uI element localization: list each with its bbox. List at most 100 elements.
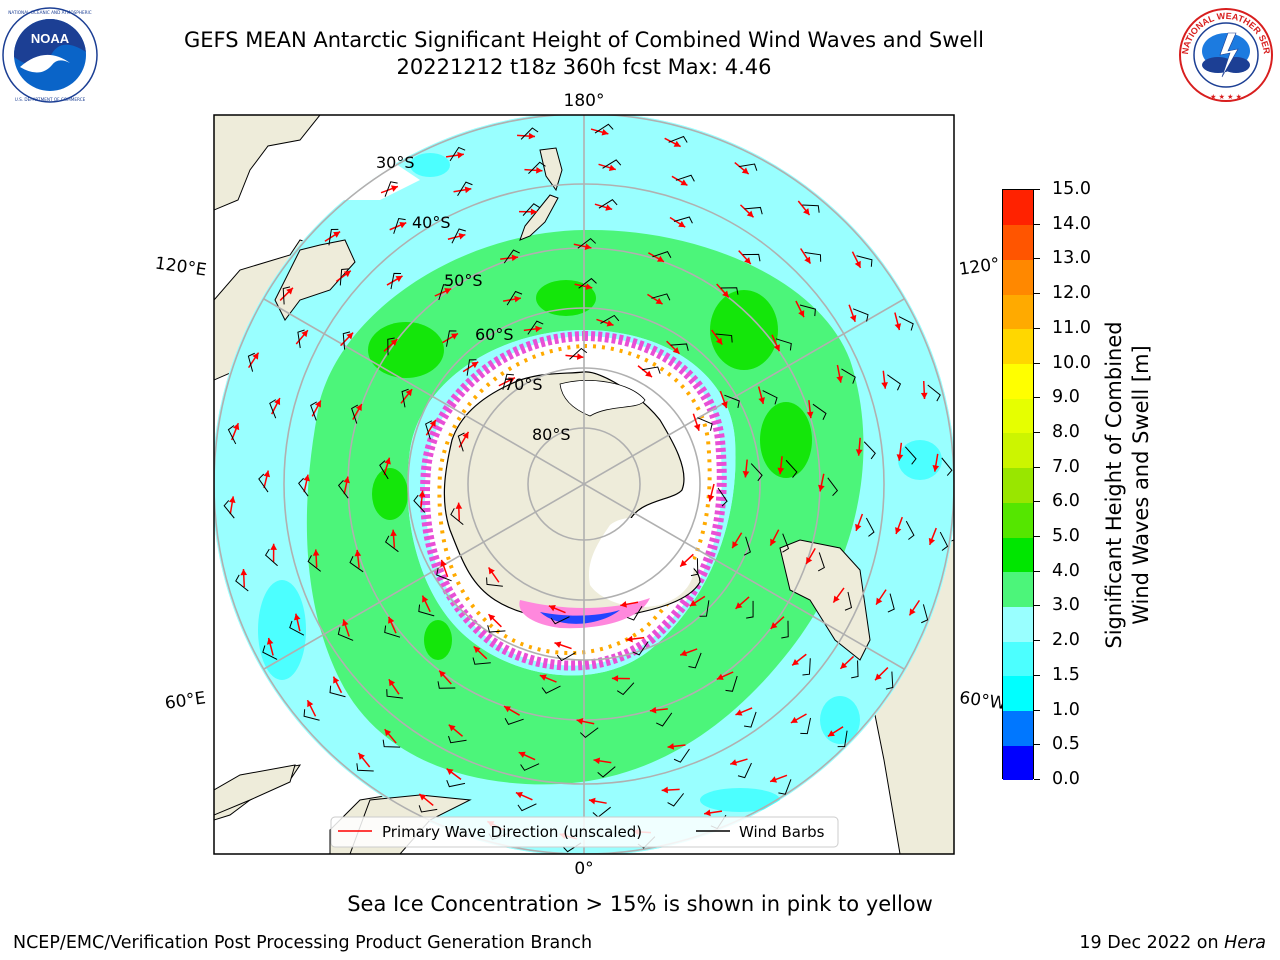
wave-arrow-head (854, 260, 861, 268)
wave-arrow-head (715, 337, 723, 345)
wave-arrow-head (584, 243, 592, 250)
wind-barb (863, 441, 876, 460)
wind-barb (413, 494, 426, 513)
lat-label-50s: 50°S (444, 271, 483, 290)
sea-ice-note: Sea Ice Concentration > 15% is shown in … (347, 892, 933, 916)
wave-arrow-head (270, 543, 277, 550)
wave-arrow-head (818, 484, 825, 492)
wind-barb (349, 556, 364, 573)
wave-arrow-head (395, 275, 403, 282)
wind-barb (289, 620, 305, 636)
wind-barb (743, 711, 757, 728)
wave-arrow-head (354, 549, 362, 557)
wind-barb (384, 625, 401, 638)
wave-arrow-head (855, 523, 862, 531)
wave-arrow-head (649, 706, 657, 714)
wave-arrow-head (286, 287, 293, 295)
wave-arrow-head (301, 330, 308, 338)
wind-barb (436, 568, 452, 582)
wind-barb (502, 373, 514, 390)
wind-barb (379, 460, 389, 480)
wave-arrow-head (388, 616, 395, 624)
colorbar-segment (1003, 502, 1033, 538)
svg-text:U.S. DEPARTMENT OF COMMERCE: U.S. DEPARTMENT OF COMMERCE (15, 97, 86, 102)
colorbar-tick (1034, 605, 1040, 607)
wave-arrow-head (680, 649, 688, 657)
chart-title: GEFS MEAN Antarctic Significant Height o… (183, 28, 985, 52)
credit-text: NCEP/EMC/Verification Post Processing Pr… (13, 933, 593, 953)
wave-arrow-head (518, 751, 526, 758)
wind-barb (785, 459, 798, 478)
wind-barb (921, 604, 929, 624)
wave-arrow-head (876, 597, 883, 605)
wave-arrow-head (390, 529, 397, 537)
lon-label-0: 0° (574, 859, 593, 879)
wind-barb (597, 766, 616, 778)
wind-barbs-legend-label: Wind Barbs (739, 823, 825, 841)
wind-barb (448, 735, 467, 744)
continents-inside (214, 147, 871, 854)
wave-arrow-head (528, 132, 536, 140)
wave-arrow-head (730, 759, 738, 766)
wave-arrow-head (678, 221, 686, 228)
colorbar-tick-label: 2.0 (1052, 630, 1080, 651)
colorbar-tick-label: 1.5 (1052, 664, 1080, 685)
wind-barb (837, 730, 848, 748)
wave-arrow-head (471, 361, 479, 369)
wind-barb (742, 253, 761, 262)
wave-arrow-head (732, 541, 739, 549)
wave-arrow-head (626, 635, 633, 643)
wave-arrow-head (585, 283, 593, 290)
wave-arrow-head (836, 375, 843, 383)
wave-arrow-head (849, 314, 857, 322)
colorbar-tick-label: 4.0 (1052, 560, 1080, 581)
wind-barb (594, 123, 614, 134)
colorbar-tick-label: 7.0 (1052, 456, 1080, 477)
wind-barb (387, 337, 395, 356)
colorbar-tick (1034, 779, 1040, 780)
wave-direction-arrows (228, 128, 940, 840)
host-name: Hera (1224, 933, 1266, 953)
wind-barb (856, 255, 873, 267)
wave-arrow-head (608, 164, 616, 171)
svg-text:NOAA: NOAA (31, 31, 70, 46)
wave-arrow-head (742, 470, 750, 478)
wind-barb (775, 338, 792, 351)
wave-arrow-head (611, 675, 619, 682)
wave-arrow-head (576, 718, 584, 725)
wind-barb (887, 593, 895, 613)
wind-barb (449, 146, 466, 162)
wave-arrow-head (735, 602, 743, 609)
wave-arrow-head (488, 567, 495, 575)
wave-arrow-head (511, 254, 519, 262)
colorbar-segment (1003, 606, 1033, 642)
wind-barb (486, 577, 503, 587)
wind-barb (802, 658, 811, 676)
wind-barb (472, 657, 491, 665)
wind-barb (351, 404, 359, 424)
colorbar-segment (1003, 571, 1033, 607)
wind-barb (715, 333, 733, 343)
wind-barb (390, 272, 402, 290)
wave-arrow-head (333, 231, 341, 238)
wave-arrow-head (440, 559, 447, 567)
colorbar-tick-label: 3.0 (1052, 595, 1080, 616)
wind-barb (743, 536, 751, 556)
wind-barb (451, 228, 466, 244)
wind-barb (738, 163, 758, 171)
lat-label-40s: 40°S (412, 213, 451, 232)
colorbar-tick-label: 5.0 (1052, 526, 1080, 547)
wave-arrow-head (464, 186, 472, 194)
colorbar-tick (1034, 744, 1040, 746)
wind-barb (384, 181, 398, 197)
wind-barb (578, 277, 597, 289)
wave-arrow-head (770, 776, 778, 783)
wind-barb (746, 600, 754, 619)
wind-barb (520, 763, 540, 771)
wind-barb (520, 127, 539, 140)
wind-barb (762, 390, 778, 405)
colorbar-segment (1003, 537, 1033, 573)
wind-barb (632, 641, 649, 656)
wave-arrow-head (343, 270, 351, 278)
